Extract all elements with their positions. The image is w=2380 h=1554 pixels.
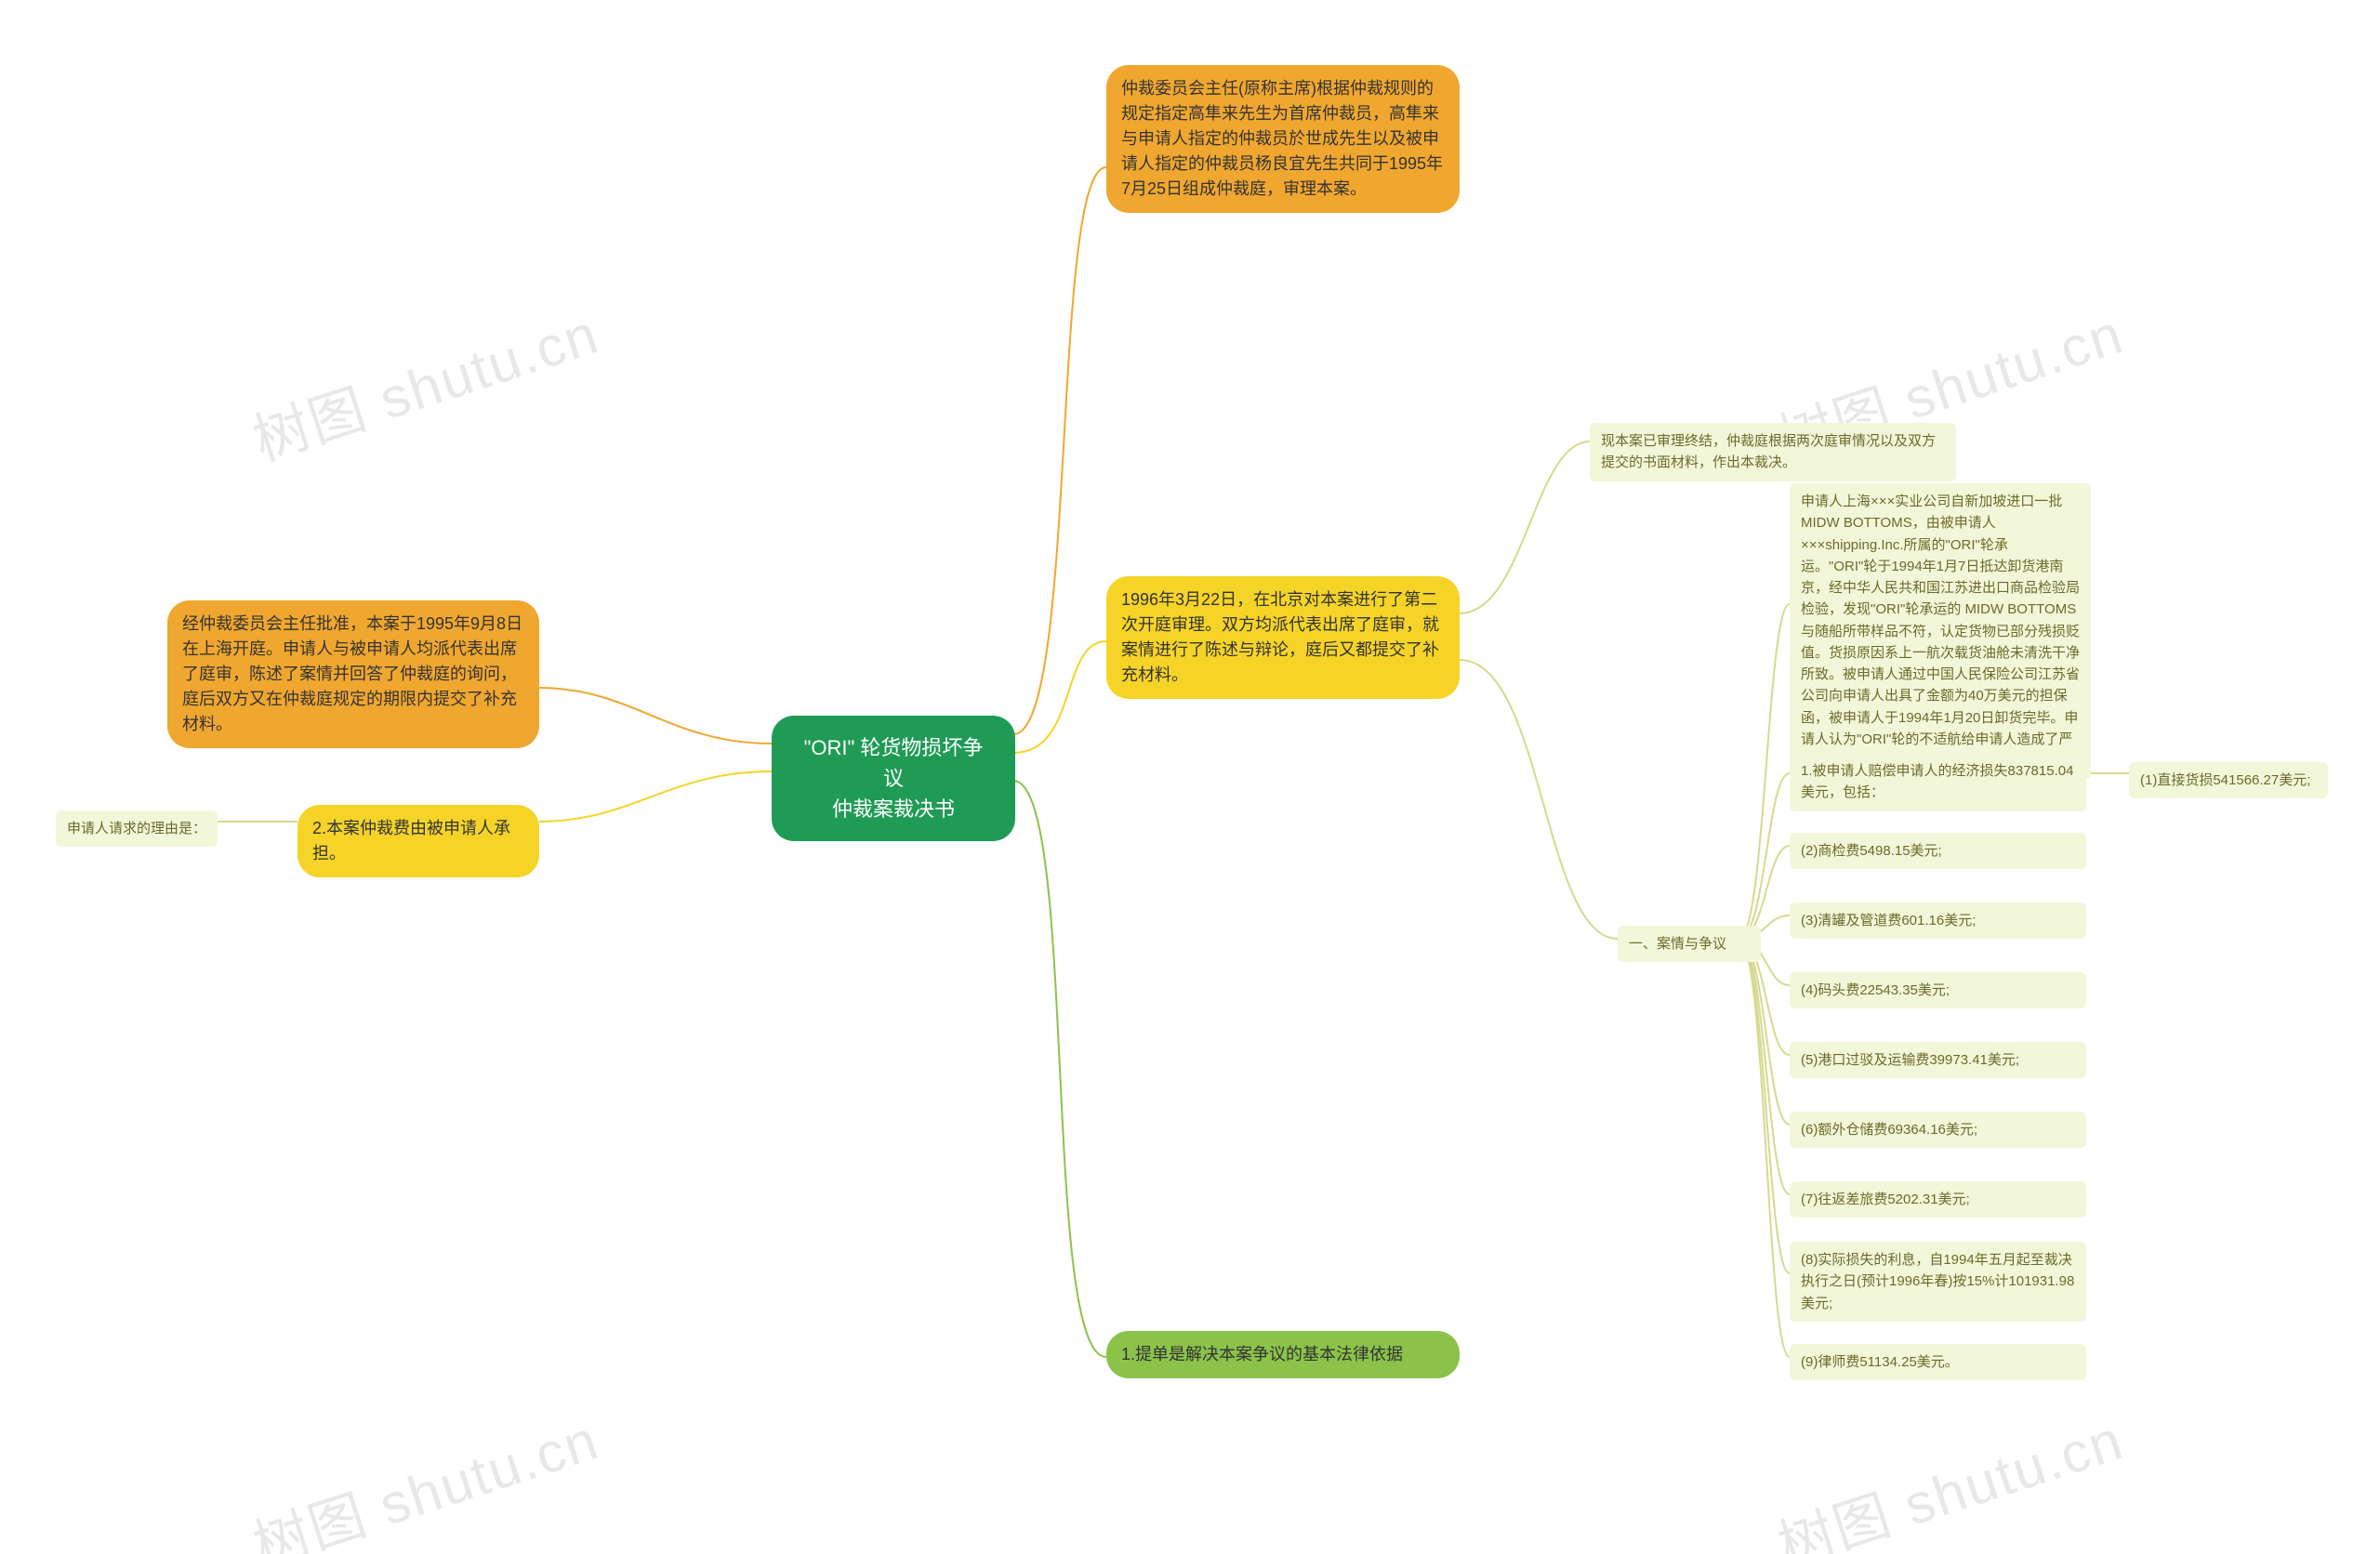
claim-item-3: (3)清罐及管道费601.16美元;: [1790, 902, 2086, 939]
claim-lead: 1.被申请人赔偿申请人的经济损失837815.04美元，包括：: [1790, 753, 2086, 811]
header-note: 现本案已审理终结，仲裁庭根据两次庭审情况以及双方提交的书面材料，作出本裁决。: [1590, 423, 1956, 481]
claim-item-5: (5)港口过驳及运输费39973.41美元;: [1790, 1042, 2086, 1078]
claim-item-6: (6)额外仓储费69364.16美元;: [1790, 1112, 2086, 1148]
claim-item-8: (8)实际损失的利息，自1994年五月起至裁决执行之日(预计1996年春)按15…: [1790, 1242, 2086, 1322]
section-label: 一、案情与争议: [1618, 926, 1761, 962]
left-node-2: 2.本案仲裁费由被申请人承担。: [298, 805, 539, 877]
right-node-bottom: 1.提单是解决本案争议的基本法律依据: [1106, 1331, 1460, 1378]
watermark: 树图 shutu.cn: [1766, 1395, 2133, 1554]
claim-item-2: (2)商检费5498.15美元;: [1790, 833, 2086, 869]
claim-item-4: (4)码头费22543.35美元;: [1790, 972, 2086, 1008]
left-node-1: 经仲裁委员会主任批准，本案于1995年9月8日在上海开庭。申请人与被申请人均派代…: [167, 600, 539, 748]
right-node-top: 仲裁委员会主任(原称主席)根据仲裁规则的规定指定高隼来先生为首席仲裁员，高隼来与…: [1106, 65, 1460, 213]
right-node-mid: 1996年3月22日，在北京对本案进行了第二次开庭审理。双方均派代表出席了庭审，…: [1106, 576, 1460, 699]
watermark: 树图 shutu.cn: [242, 289, 608, 477]
claim-item-7: (7)往返差旅费5202.31美元;: [1790, 1181, 2086, 1218]
watermark: 树图 shutu.cn: [242, 1395, 608, 1554]
claim-item-9: (9)律师费51134.25美元。: [1790, 1344, 2086, 1380]
claim-item-1: (1)直接货损541566.27美元;: [2129, 762, 2328, 798]
left-node-2-detail: 申请人请求的理由是：: [56, 810, 218, 847]
root-node: "ORI" 轮货物损坏争议 仲裁案裁决书: [772, 716, 1015, 841]
case-note: 申请人上海×××实业公司自新加坡进口一批 MIDW BOTTOMS，由被申请人×…: [1790, 483, 2091, 779]
